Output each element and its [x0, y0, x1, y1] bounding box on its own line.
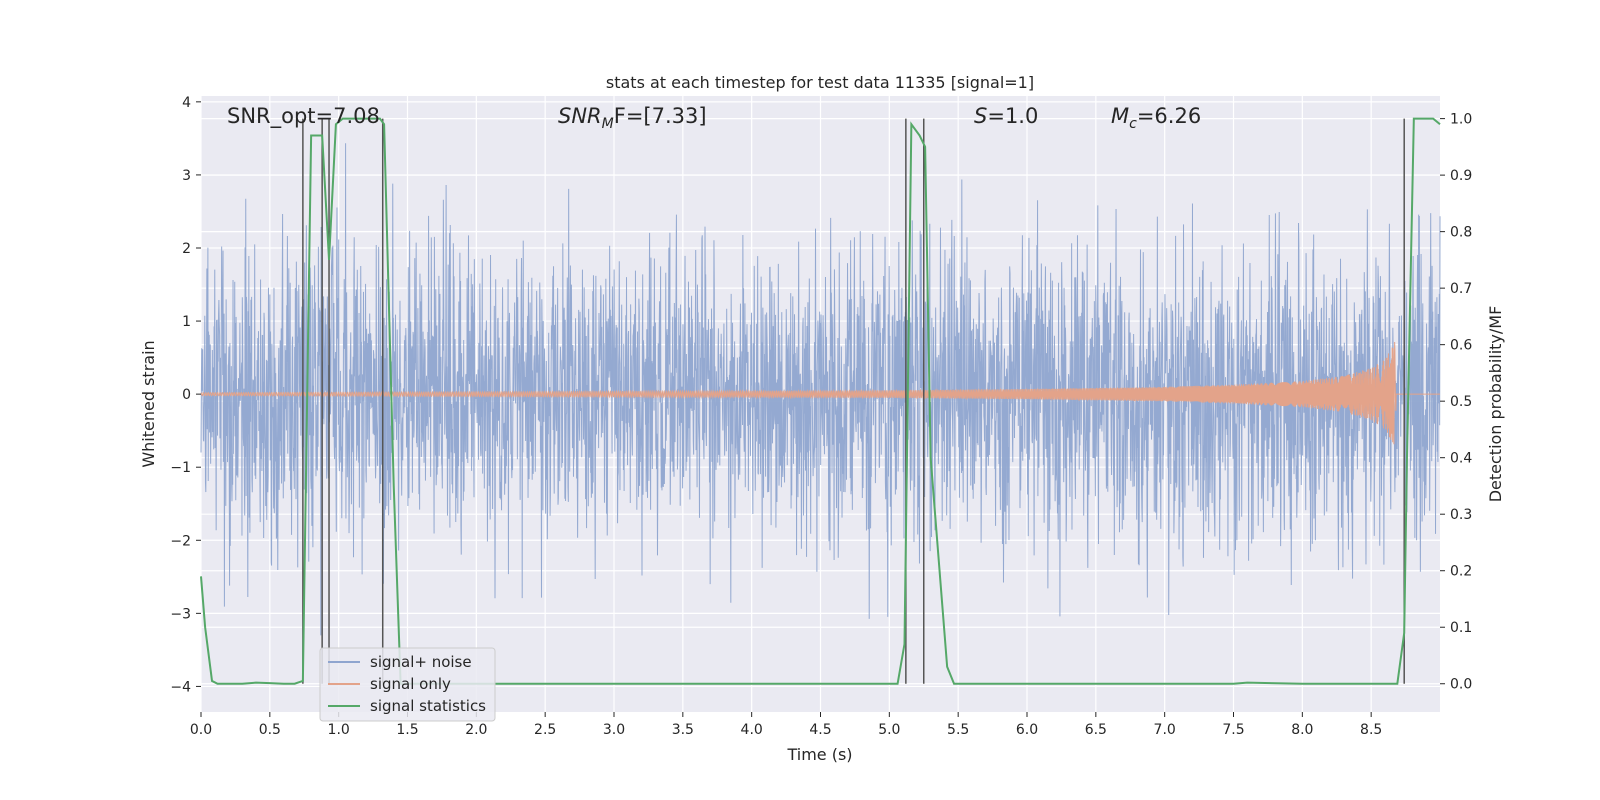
- y-axis-label: Whitened strain: [139, 340, 158, 467]
- legend-box: [319, 647, 496, 722]
- annotation-mc: Mc=6.26: [1111, 104, 1201, 132]
- x-tick-label: 6.5: [1085, 722, 1107, 738]
- signal-only-line: [200, 341, 1440, 445]
- y2-tick-label: 0.3: [1450, 507, 1472, 523]
- signal-only-series: [200, 341, 1440, 445]
- x-tick-label: 1.0: [328, 722, 350, 738]
- annotation-mc-rest: =6.26: [1137, 104, 1201, 128]
- annotation-snr-mf-sym: SNR: [558, 104, 602, 128]
- annotation-snr-opt: SNR_opt=7.08: [227, 104, 380, 129]
- x-axis-ticks: 0.0 0.5 1.0 1.5 2.0 2.5 3.0 3.5 4.0 4.5 5.0 5.5 6.0 6…: [190, 712, 1382, 738]
- annotation-mc-sym: M: [1111, 104, 1129, 128]
- chart-title: stats at each timestep for test data 113…: [606, 73, 1034, 92]
- y2-tick-label: 0.1: [1450, 620, 1472, 636]
- signal-statistics-line: [200, 117, 1441, 685]
- y-tick-label: −1: [170, 460, 191, 476]
- annotation-s-sym: S: [974, 104, 987, 128]
- y2-tick-label: 0.4: [1450, 451, 1472, 467]
- x-axis-label: Time (s): [786, 745, 852, 764]
- legend-label-signal-noise: signal+ noise: [370, 653, 472, 671]
- x-tick-label: 3.5: [672, 722, 694, 738]
- x-tick-label: 0.5: [259, 722, 281, 738]
- annotation-s: S=1.0: [974, 104, 1038, 128]
- x-tick-label: 2.0: [465, 722, 487, 738]
- y-tick-label: 3: [182, 168, 191, 184]
- x-tick-label: 3.0: [603, 722, 625, 738]
- y2-tick-label: 0.8: [1450, 225, 1472, 241]
- x-tick-label: 0.0: [190, 722, 212, 738]
- y-tick-label: 1: [182, 314, 191, 330]
- legend-label-signal-only: signal only: [370, 675, 451, 693]
- annotation-mc-sub: c: [1129, 116, 1137, 132]
- y-tick-label: −2: [170, 533, 191, 549]
- y2-tick-label: 0.5: [1450, 394, 1472, 410]
- y2-tick-label: 0.7: [1450, 281, 1472, 297]
- x-tick-label: 1.5: [396, 722, 418, 738]
- y2-tick-label: 0.6: [1450, 338, 1472, 354]
- y-tick-label: 4: [182, 95, 191, 111]
- y-tick-label: −3: [170, 606, 191, 622]
- signal-statistics-series: [200, 117, 1441, 685]
- annotation-snr-mf-sub: M: [602, 116, 614, 132]
- annotation-snr-mf: SNRMF=[7.33]: [558, 104, 707, 132]
- y-tick-label: 2: [182, 241, 191, 257]
- x-tick-label: 8.5: [1360, 722, 1382, 738]
- y2-tick-label: 0.0: [1450, 677, 1472, 693]
- y2-axis-label: Detection probability/MF: [1486, 306, 1505, 503]
- x-tick-label: 8.0: [1291, 722, 1313, 738]
- y2-tick-label: 0.9: [1450, 168, 1472, 184]
- x-tick-label: 2.5: [534, 722, 556, 738]
- x-tick-label: 7.5: [1222, 722, 1244, 738]
- y-axis-ticks: −4 −3 −2 −1 0 1 2 3 4: [170, 95, 201, 695]
- legend-label-signal-statistics: signal statistics: [370, 697, 486, 715]
- annotation-snr-mf-rest: F=[7.33]: [614, 104, 707, 128]
- x-tick-label: 6.0: [1016, 722, 1038, 738]
- y2-axis-ticks: 0.0 0.1 0.2 0.3 0.4 0.5 0.6 0.7 0.8 0.9 1.0: [1440, 112, 1472, 693]
- x-tick-label: 5.5: [947, 722, 969, 738]
- y-tick-label: −4: [170, 679, 191, 695]
- x-tick-label: 5.0: [878, 722, 900, 738]
- y-tick-label: 0: [182, 387, 191, 403]
- y2-tick-label: 1.0: [1450, 112, 1472, 128]
- x-tick-label: 4.0: [741, 722, 763, 738]
- x-tick-label: 7.0: [1154, 722, 1176, 738]
- y2-tick-label: 0.2: [1450, 564, 1472, 580]
- legend: signal+ noise signal only signal statist…: [319, 647, 496, 722]
- x-tick-label: 4.5: [809, 722, 831, 738]
- annotation-s-rest: =1.0: [987, 104, 1038, 128]
